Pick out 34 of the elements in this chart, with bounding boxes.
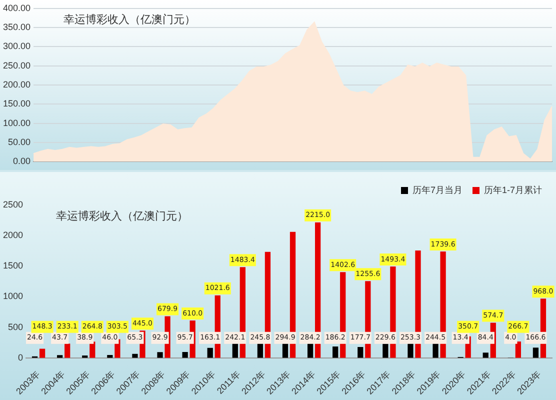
y-tick-label: 2000 — [2, 230, 24, 240]
bar — [532, 348, 539, 358]
bar — [57, 355, 63, 358]
y-tick-label: 300.00 — [2, 41, 31, 52]
bar — [182, 352, 188, 358]
y-tick-label: 0 — [18, 352, 24, 362]
bar — [64, 344, 70, 358]
y-tick-label: 100.00 — [2, 118, 31, 128]
y-tick-label: 50.00 — [8, 136, 31, 147]
y-tick-label: 0.00 — [12, 156, 31, 166]
y-tick-label: 250.00 — [2, 60, 31, 70]
bar — [515, 342, 522, 358]
bar — [432, 342, 438, 358]
legend-label: 历年7月当月 — [412, 184, 462, 195]
bar — [39, 348, 46, 358]
y-tick-label: 350.00 — [2, 22, 31, 32]
y-tick-label: 2500 — [2, 199, 24, 210]
bar — [408, 342, 414, 358]
bar — [332, 346, 338, 358]
y-tick-label: 150.00 — [2, 98, 31, 109]
bar — [157, 352, 163, 358]
y-tick-label: 1000 — [2, 291, 24, 302]
bar — [132, 354, 138, 358]
y-tick-label: 200.00 — [2, 79, 31, 90]
y-tick-label: 400.00 — [2, 2, 31, 13]
bar — [482, 352, 488, 358]
bar — [358, 346, 364, 358]
bar — [207, 348, 213, 358]
y-tick-label: 500 — [8, 322, 24, 332]
y-tick-label: 1500 — [2, 260, 24, 271]
bar — [382, 344, 388, 358]
legend-label: 历年1-7月累计 — [484, 184, 542, 195]
text: 幸运博彩收入（亿澳门元） — [56, 209, 188, 222]
chart-title: 幸运博彩收入（亿澳门元） — [64, 12, 196, 26]
